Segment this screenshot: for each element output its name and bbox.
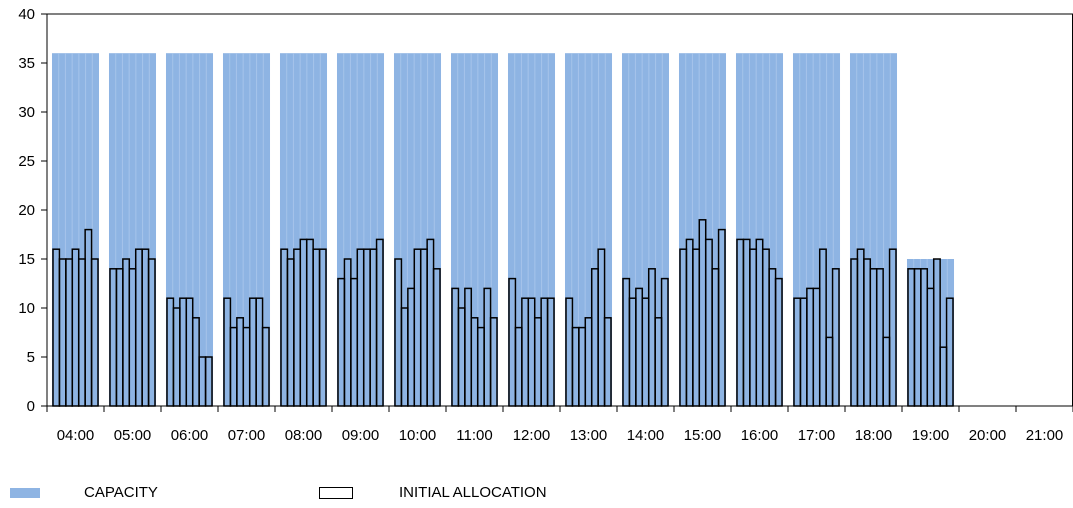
legend-capacity: CAPACITY bbox=[10, 484, 158, 501]
x-tick-label: 19:00 bbox=[912, 427, 950, 444]
x-tick-label: 17:00 bbox=[798, 427, 836, 444]
x-tick-label: 14:00 bbox=[627, 427, 665, 444]
x-tick-label: 21:00 bbox=[1026, 427, 1064, 444]
x-tick-label: 09:00 bbox=[342, 427, 380, 444]
capacity-bars bbox=[51, 53, 955, 406]
y-tick-label: 40 bbox=[18, 6, 35, 23]
x-tick-label: 13:00 bbox=[570, 427, 608, 444]
x-tick-label: 16:00 bbox=[741, 427, 779, 444]
allocation-swatch bbox=[319, 486, 353, 499]
allocation-chart: 0 5 10 15 20 25 30 35 40 04:00 05:00 06:00 07:00 08:0… bbox=[18, 6, 1073, 444]
y-tick-label: 10 bbox=[18, 300, 35, 317]
x-tick-label: 18:00 bbox=[855, 427, 893, 444]
x-tick-label: 07:00 bbox=[228, 427, 266, 444]
x-tick-label: 06:00 bbox=[171, 427, 209, 444]
x-tick-label: 05:00 bbox=[114, 427, 152, 444]
x-tick-label: 12:00 bbox=[513, 427, 551, 444]
legend-label-capacity: CAPACITY bbox=[84, 484, 158, 501]
legend-label-allocation: INITIAL ALLOCATION bbox=[399, 484, 547, 501]
x-tick-label: 08:00 bbox=[285, 427, 323, 444]
axes: 0 5 10 15 20 25 30 35 40 04:00 05:00 06:00 07:00 08:0… bbox=[18, 6, 1073, 444]
legend-allocation: INITIAL ALLOCATION bbox=[319, 484, 547, 501]
y-tick-label: 35 bbox=[18, 55, 35, 72]
x-tick-label: 20:00 bbox=[969, 427, 1007, 444]
y-tick-label: 30 bbox=[18, 104, 35, 121]
x-tick-label: 10:00 bbox=[399, 427, 437, 444]
x-tick-label: 15:00 bbox=[684, 427, 722, 444]
y-tick-label: 0 bbox=[27, 398, 35, 415]
x-tick-label: 04:00 bbox=[57, 427, 95, 444]
capacity-swatch bbox=[10, 487, 40, 498]
y-tick-label: 5 bbox=[27, 349, 35, 366]
y-tick-label: 15 bbox=[18, 251, 35, 268]
x-tick-label: 11:00 bbox=[456, 427, 492, 444]
y-tick-label: 25 bbox=[18, 153, 35, 170]
y-tick-label: 20 bbox=[18, 202, 35, 219]
